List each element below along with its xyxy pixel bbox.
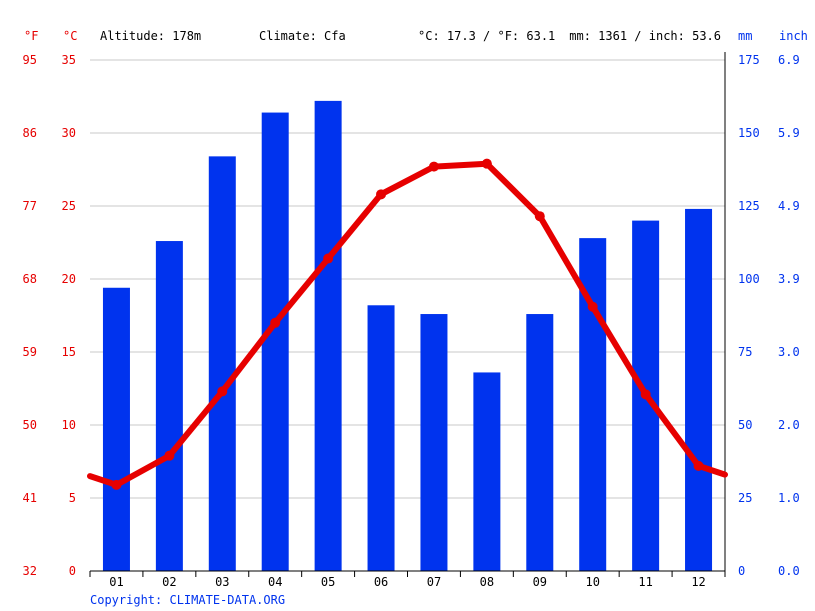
- mm-tick-label: 25: [738, 491, 752, 505]
- copyright-label: Copyright: CLIMATE-DATA.ORG: [90, 593, 285, 607]
- month-tick-label: 09: [533, 575, 547, 589]
- month-tick-label: 12: [691, 575, 705, 589]
- month-tick-label: 08: [480, 575, 494, 589]
- mm-tick-label: 175: [738, 53, 760, 67]
- average-temperature-label: °C: 17.3 / °F: 63.1: [418, 29, 555, 43]
- celsius-tick-label: 30: [62, 126, 76, 140]
- inch-tick-label: 3.9: [778, 272, 800, 286]
- fahrenheit-tick-label: 59: [23, 345, 37, 359]
- fahrenheit-tick-label: 95: [23, 53, 37, 67]
- temperature-point: [693, 460, 704, 471]
- temperature-point: [270, 317, 281, 328]
- fahrenheit-tick-label: 68: [23, 272, 37, 286]
- mm-tick-label: 50: [738, 418, 752, 432]
- precipitation-bar: [685, 208, 713, 572]
- precipitation-bar: [208, 156, 236, 572]
- celsius-tick-label: 20: [62, 272, 76, 286]
- precipitation-bars: [102, 100, 713, 572]
- precipitation-bar: [526, 314, 554, 571]
- celsius-tick-label: 5: [69, 491, 76, 505]
- celsius-tick-label: 35: [62, 53, 76, 67]
- month-tick-label: 05: [321, 575, 335, 589]
- celsius-unit-label: °C: [63, 29, 77, 43]
- month-tick-label: 11: [638, 575, 652, 589]
- mm-tick-label: 150: [738, 126, 760, 140]
- month-tick-label: 07: [427, 575, 441, 589]
- month-tick-label: 01: [109, 575, 123, 589]
- inch-tick-label: 4.9: [778, 199, 800, 213]
- precipitation-bar: [473, 372, 501, 571]
- temperature-point: [323, 253, 334, 264]
- temperature-point: [428, 161, 439, 172]
- precipitation-bar: [155, 241, 183, 572]
- month-tick-label: 10: [585, 575, 599, 589]
- fahrenheit-tick-label: 41: [23, 491, 37, 505]
- precipitation-bar: [261, 112, 289, 571]
- inch-tick-label: 6.9: [778, 53, 800, 67]
- temperature-point: [587, 301, 598, 312]
- mm-tick-label: 100: [738, 272, 760, 286]
- month-tick-label: 02: [162, 575, 176, 589]
- total-precipitation-label: mm: 1361 / inch: 53.6: [569, 29, 721, 43]
- temperature-point: [534, 211, 545, 222]
- inch-tick-label: 1.0: [778, 491, 800, 505]
- precipitation-bar: [420, 314, 448, 571]
- inch-tick-label: 5.9: [778, 126, 800, 140]
- climate-label: Climate: Cfa: [259, 29, 346, 43]
- month-tick-label: 06: [374, 575, 388, 589]
- inch-tick-label: 0.0: [778, 564, 800, 578]
- inch-tick-label: 3.0: [778, 345, 800, 359]
- mm-tick-label: 125: [738, 199, 760, 213]
- temperature-point: [640, 389, 651, 400]
- mm-unit-label: mm: [738, 29, 752, 43]
- celsius-tick-label: 15: [62, 345, 76, 359]
- mm-tick-label: 0: [738, 564, 745, 578]
- temperature-point: [376, 189, 387, 200]
- temperature-line: [87, 158, 728, 490]
- month-tick-label: 03: [215, 575, 229, 589]
- temperature-point: [111, 479, 122, 490]
- fahrenheit-tick-label: 50: [23, 418, 37, 432]
- celsius-tick-label: 10: [62, 418, 76, 432]
- inch-unit-label: inch: [779, 29, 808, 43]
- temperature-line-path: [87, 160, 728, 488]
- chart-axes: [89, 52, 726, 577]
- temperature-point: [217, 386, 228, 397]
- month-tick-label: 04: [268, 575, 282, 589]
- celsius-tick-label: 0: [69, 564, 76, 578]
- precipitation-bar: [367, 305, 395, 571]
- fahrenheit-tick-label: 32: [23, 564, 37, 578]
- fahrenheit-tick-label: 77: [23, 199, 37, 213]
- precipitation-bar: [102, 287, 130, 571]
- fahrenheit-unit-label: °F: [24, 29, 38, 43]
- inch-tick-label: 2.0: [778, 418, 800, 432]
- mm-tick-label: 75: [738, 345, 752, 359]
- celsius-tick-label: 25: [62, 199, 76, 213]
- precipitation-bar: [314, 100, 342, 571]
- tick-labels: 9586776859504132353025201510501751501251…: [23, 53, 800, 589]
- fahrenheit-tick-label: 86: [23, 126, 37, 140]
- temperature-point: [481, 158, 492, 169]
- temperature-point: [164, 450, 175, 461]
- altitude-label: Altitude: 178m: [100, 29, 201, 43]
